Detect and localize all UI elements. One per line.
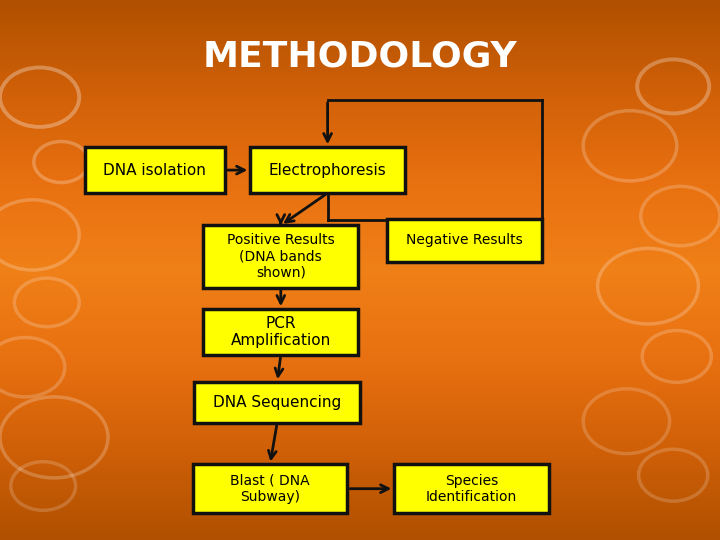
FancyBboxPatch shape <box>204 226 359 287</box>
FancyBboxPatch shape <box>251 147 405 193</box>
Text: DNA isolation: DNA isolation <box>104 163 206 178</box>
Text: PCR
Amplification: PCR Amplification <box>230 316 331 348</box>
FancyBboxPatch shape <box>204 309 359 355</box>
Text: DNA Sequencing: DNA Sequencing <box>213 395 341 410</box>
FancyBboxPatch shape <box>387 219 541 262</box>
Text: Blast ( DNA
Subway): Blast ( DNA Subway) <box>230 474 310 504</box>
FancyBboxPatch shape <box>193 464 348 513</box>
FancyBboxPatch shape <box>194 382 360 422</box>
Text: METHODOLOGY: METHODOLOGY <box>203 40 517 73</box>
Text: Species
Identification: Species Identification <box>426 474 517 504</box>
Text: Negative Results: Negative Results <box>406 233 523 247</box>
Text: Electrophoresis: Electrophoresis <box>269 163 387 178</box>
FancyBboxPatch shape <box>395 464 549 513</box>
Text: Positive Results
(DNA bands
shown): Positive Results (DNA bands shown) <box>227 233 335 280</box>
FancyBboxPatch shape <box>85 147 225 193</box>
